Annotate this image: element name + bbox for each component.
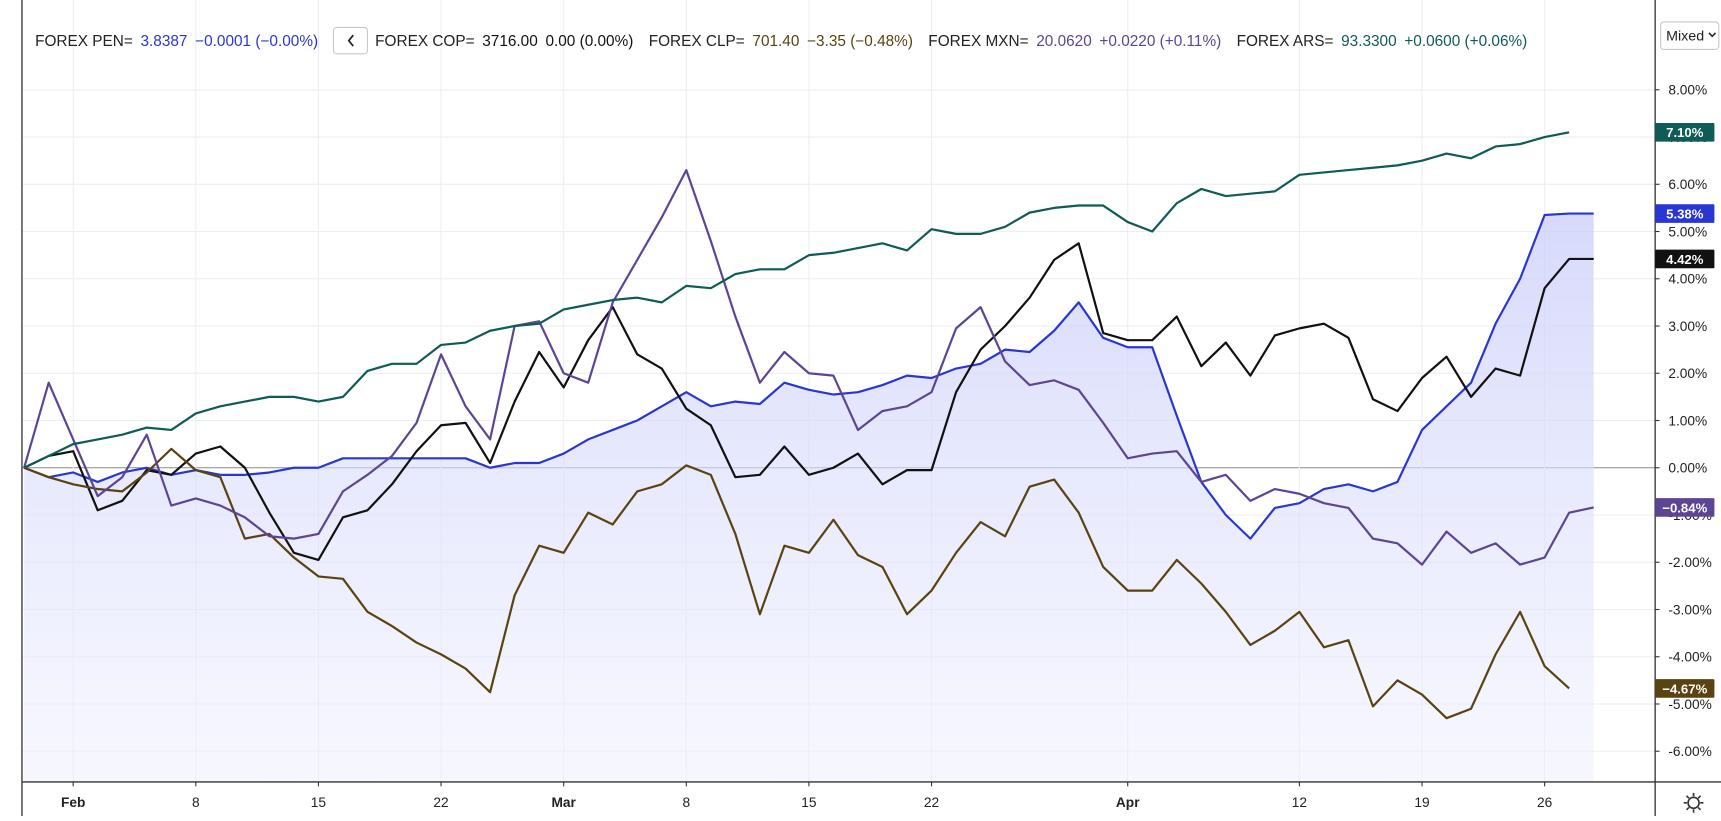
x-tick-label: Apr bbox=[1116, 795, 1140, 810]
legend-price: 3716.00 bbox=[482, 33, 538, 50]
legend-change: −0.0001 (−0.00%) bbox=[195, 33, 318, 50]
settings-icon[interactable] bbox=[1683, 792, 1704, 813]
x-tick-label: 19 bbox=[1414, 795, 1429, 810]
x-tick-label: 8 bbox=[192, 795, 200, 810]
x-tick-label: 15 bbox=[801, 795, 817, 810]
y-tick-label: -6.00% bbox=[1668, 744, 1711, 759]
legend-change: +0.0600 (+0.06%) bbox=[1404, 33, 1527, 50]
y-tick-label: 2.00% bbox=[1668, 366, 1707, 381]
last-value-label: 5.38% bbox=[1666, 206, 1704, 221]
last-value-label: 4.42% bbox=[1666, 252, 1704, 267]
last-value-badge bbox=[1655, 122, 1715, 142]
scale-mode-button[interactable]: Mixed bbox=[1660, 21, 1720, 50]
legend-name: FOREX COP= bbox=[375, 33, 474, 50]
x-tick-label: 15 bbox=[311, 795, 327, 810]
collapse-button[interactable] bbox=[332, 26, 369, 55]
x-tick-label: 22 bbox=[924, 795, 939, 810]
last-value-badge bbox=[1655, 498, 1715, 517]
dropdown-chevron[interactable] bbox=[1708, 32, 1717, 38]
last-value-badge bbox=[1655, 679, 1715, 698]
dropdown-box[interactable] bbox=[1660, 21, 1720, 50]
last-value-label: −0.84% bbox=[1662, 500, 1707, 515]
last-value-label: 7.10% bbox=[1666, 125, 1704, 140]
last-value-label: −4.67% bbox=[1662, 681, 1707, 696]
scale-mode-label[interactable]: Mixed bbox=[1666, 29, 1704, 45]
collapse-button-box[interactable] bbox=[332, 26, 369, 55]
y-tick-label: -4.00% bbox=[1668, 650, 1711, 665]
gear-ring[interactable] bbox=[1687, 796, 1700, 810]
legend-price: 3.8387 bbox=[141, 33, 188, 50]
x-tick-label: 12 bbox=[1292, 795, 1307, 810]
x-tick-label: 8 bbox=[682, 795, 690, 810]
axes: 8.00%7.00%6.00%5.00%4.00%3.00%2.00%1.00%… bbox=[61, 83, 1715, 810]
legend-name: FOREX ARS= bbox=[1237, 33, 1334, 50]
gear-teeth[interactable] bbox=[1683, 792, 1704, 813]
y-tick-label: 3.00% bbox=[1668, 319, 1707, 334]
legend-name: FOREX PEN= bbox=[35, 33, 133, 50]
last-value-badge bbox=[1655, 204, 1715, 223]
y-tick-label: -3.00% bbox=[1668, 602, 1711, 617]
last-value-badge bbox=[1655, 249, 1715, 269]
legend-name: FOREX MXN= bbox=[928, 33, 1028, 50]
y-tick-label: 1.00% bbox=[1668, 413, 1707, 428]
plot-area bbox=[23, 131, 1594, 782]
y-tick-label: 4.00% bbox=[1668, 272, 1707, 287]
series-line bbox=[23, 447, 1570, 720]
area-fill bbox=[24, 213, 1594, 782]
legend-price: 20.0620 bbox=[1036, 33, 1092, 50]
legend-change: 0.00 (0.00%) bbox=[545, 33, 633, 50]
series-line bbox=[23, 242, 1594, 561]
legend-header: FOREX PEN= 3.8387 −0.0001 (−0.00%) FOREX CO… bbox=[35, 26, 1527, 55]
x-tick-label: 22 bbox=[433, 795, 448, 810]
y-tick-label: -2.00% bbox=[1668, 555, 1711, 570]
y-tick-label: 8.00% bbox=[1668, 83, 1707, 98]
legend-change: −3.35 (−0.48%) bbox=[807, 33, 913, 50]
x-tick-label: Mar bbox=[551, 795, 576, 810]
y-tick-label: -5.00% bbox=[1668, 697, 1711, 712]
y-tick-label: 5.00% bbox=[1668, 224, 1707, 239]
series-line bbox=[23, 212, 1594, 540]
legend-price: 93.3300 bbox=[1341, 33, 1397, 50]
legend-change: +0.0220 (+0.11%) bbox=[1099, 33, 1221, 50]
collapse-button-icon[interactable] bbox=[347, 34, 354, 47]
x-tick-label: 26 bbox=[1537, 795, 1553, 810]
x-tick-label: Feb bbox=[61, 795, 85, 810]
series-line bbox=[23, 131, 1570, 469]
series-line bbox=[23, 168, 1594, 566]
legend-name: FOREX CLP= bbox=[649, 33, 745, 50]
y-tick-label: 0.00% bbox=[1668, 461, 1707, 476]
y-tick-label: 6.00% bbox=[1668, 177, 1707, 192]
legend-price: 701.40 bbox=[752, 33, 799, 50]
